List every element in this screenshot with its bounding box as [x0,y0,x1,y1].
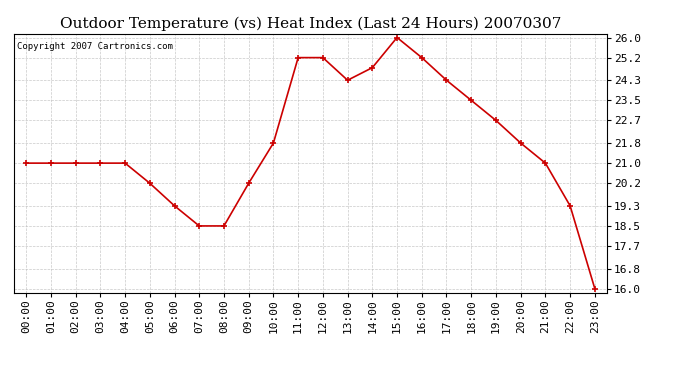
Title: Outdoor Temperature (vs) Heat Index (Last 24 Hours) 20070307: Outdoor Temperature (vs) Heat Index (Las… [60,17,561,31]
Text: Copyright 2007 Cartronics.com: Copyright 2007 Cartronics.com [17,42,172,51]
